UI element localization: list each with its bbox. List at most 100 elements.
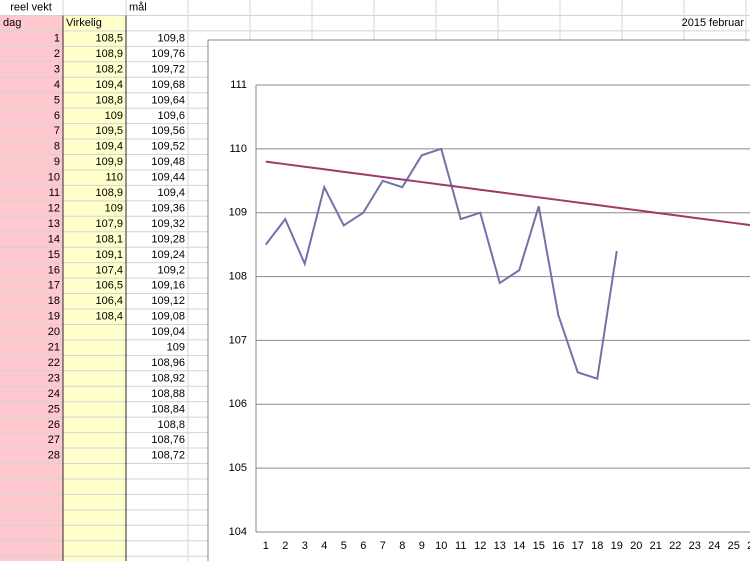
cell-bg: [0, 123, 63, 140]
actual-cell: 109,5: [95, 125, 123, 137]
day-cell: 3: [54, 63, 60, 75]
cell-bg: [63, 293, 126, 309]
cell-bg: [63, 216, 126, 232]
header-cell: Virkelig: [66, 17, 102, 29]
cell-bg: [0, 339, 63, 356]
x-tick-label: 24: [708, 540, 720, 552]
day-cell: 15: [48, 249, 60, 261]
cell-bg: [0, 401, 63, 418]
target-cell: 109,4: [157, 187, 185, 199]
day-cell: 2: [54, 48, 60, 60]
cell-bg: [0, 509, 63, 526]
x-tick-label: 8: [399, 540, 405, 552]
day-cell: 22: [48, 357, 60, 369]
day-cell: 23: [48, 372, 60, 384]
x-tick-label: 15: [533, 540, 545, 552]
cell-bg: [0, 216, 63, 232]
target-cell: 109,64: [151, 94, 185, 106]
actual-cell: 108,9: [95, 48, 123, 60]
cell-bg: [0, 92, 63, 109]
day-cell: 4: [54, 79, 60, 91]
target-cell: 109,68: [151, 79, 185, 91]
cell-bg: [63, 15, 126, 31]
cell-bg: [63, 401, 126, 418]
day-cell: 25: [48, 403, 60, 415]
cell-bg: [0, 108, 63, 124]
target-cell: 108,88: [151, 388, 185, 400]
target-cell: 109,56: [151, 125, 185, 137]
actual-cell: 108,5: [95, 33, 123, 45]
day-cell: 10: [48, 172, 60, 184]
y-tick-label: 107: [229, 334, 247, 346]
y-tick-label: 108: [229, 270, 247, 282]
x-tick-label: 5: [341, 540, 347, 552]
actual-cell: 109: [105, 110, 123, 122]
cell-bg: [63, 370, 126, 387]
x-tick-label: 4: [321, 540, 327, 552]
cell-bg: [63, 525, 126, 541]
day-cell: 1: [54, 33, 60, 45]
x-tick-label: 6: [360, 540, 366, 552]
cell-bg: [63, 61, 126, 78]
cell-bg: [0, 478, 63, 495]
cell-bg: [0, 417, 63, 433]
x-tick-label: 13: [494, 540, 506, 552]
day-cell: 18: [48, 295, 60, 307]
cell-bg: [63, 92, 126, 109]
actual-cell: 108,2: [95, 63, 123, 75]
day-cell: 27: [48, 434, 60, 446]
target-cell: 108,76: [151, 434, 185, 446]
day-cell: 13: [48, 218, 60, 230]
x-tick-label: 1: [263, 540, 269, 552]
day-cell: 21: [48, 342, 60, 354]
y-tick-label: 111: [230, 79, 247, 91]
cell-bg: [63, 139, 126, 155]
cell-bg: [0, 448, 63, 464]
cell-bg: [0, 154, 63, 170]
target-cell: 109,44: [151, 172, 185, 184]
cell-bg: [0, 556, 63, 561]
actual-cell: 108,9: [95, 187, 123, 199]
target-cell: 108,92: [151, 372, 185, 384]
day-cell: 8: [54, 141, 60, 153]
series-line: [264, 147, 618, 381]
day-cell: 17: [48, 280, 60, 292]
actual-cell: 109,1: [95, 249, 123, 261]
cell-bg: [63, 46, 126, 62]
cell-bg: [63, 262, 126, 279]
target-cell: 108,84: [151, 403, 185, 415]
target-cell: 109,08: [151, 311, 185, 323]
cell-bg: [0, 324, 63, 340]
target-cell: 108,72: [151, 450, 185, 462]
target-cell: 108,96: [151, 357, 185, 369]
actual-cell: 108,8: [95, 94, 123, 106]
actual-cell: 107,9: [95, 218, 123, 230]
cell-bg: [0, 231, 63, 248]
x-tick-label: 22: [669, 540, 681, 552]
day-cell: 24: [48, 388, 60, 400]
actual-cell: 109,4: [95, 79, 123, 91]
x-tick-label: 7: [380, 540, 386, 552]
target-cell: 109: [167, 342, 185, 354]
day-cell: 11: [49, 187, 60, 199]
actual-cell: 108,1: [95, 233, 123, 245]
y-tick-label: 104: [229, 526, 247, 538]
target-cell: 108,8: [157, 419, 185, 431]
cell-bg: [0, 46, 63, 62]
day-cell: 19: [48, 311, 60, 323]
x-tick-label: 16: [552, 540, 564, 552]
cell-bg: [0, 540, 63, 557]
cell-bg: [0, 247, 63, 263]
y-tick-label: 110: [229, 143, 247, 155]
cell-bg: [63, 432, 126, 449]
cell-bg: [0, 432, 63, 449]
actual-cell: 108,4: [95, 311, 123, 323]
header-cell: mål: [129, 2, 147, 14]
cell-bg: [63, 77, 126, 93]
cell-bg: [0, 30, 63, 47]
cell-bg: [0, 386, 63, 402]
actual-cell: 110: [105, 172, 123, 184]
cell-bg: [63, 200, 126, 217]
target-cell: 109,72: [151, 63, 185, 75]
cell-bg: [0, 262, 63, 279]
